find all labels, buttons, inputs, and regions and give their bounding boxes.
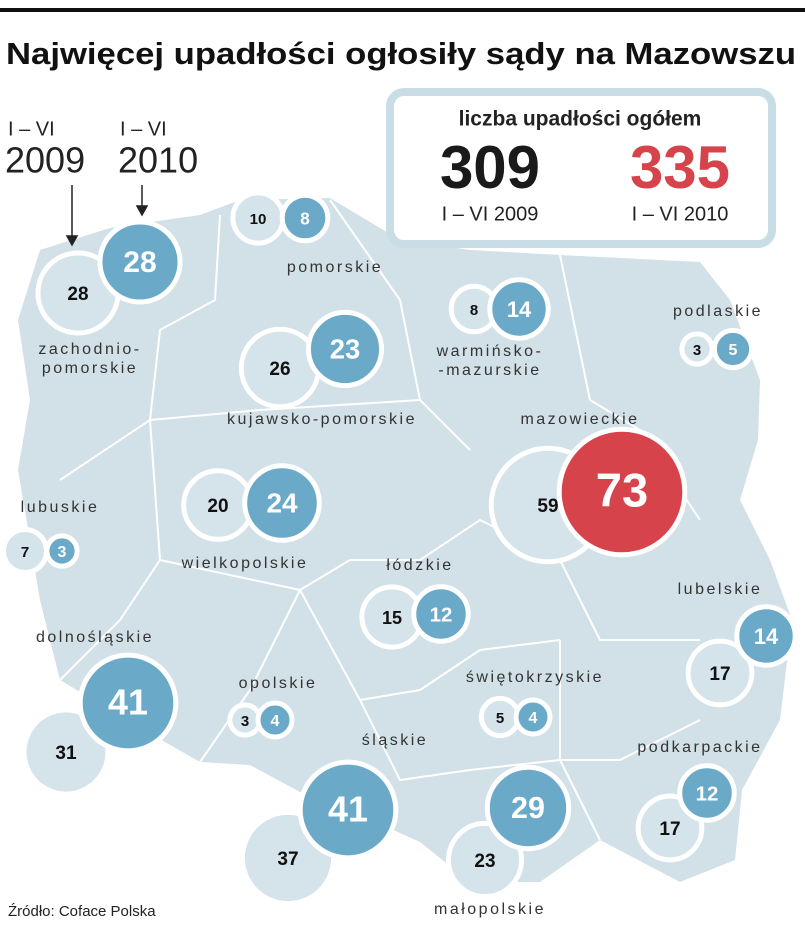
value-2010: 8 xyxy=(300,210,310,229)
value-2009: 59 xyxy=(537,496,558,517)
legend-period: I – VI xyxy=(8,118,55,140)
total-2009-label: I – VI 2009 xyxy=(442,203,539,225)
value-2009: 3 xyxy=(241,713,249,730)
bubble-2010 xyxy=(305,309,385,389)
bubble-2010 xyxy=(44,533,80,569)
bubble-2010 xyxy=(677,763,737,823)
value-2010: 24 xyxy=(266,487,298,518)
total-2010: 335 xyxy=(630,134,730,201)
value-2010: 12 xyxy=(696,783,719,805)
bubble-2010 xyxy=(255,700,295,740)
legend-year: 2009 xyxy=(5,140,85,181)
region-name: lubelskie xyxy=(678,581,763,598)
region-name: -mazurskie xyxy=(438,362,541,379)
value-2009: 10 xyxy=(250,211,267,228)
value-2010: 29 xyxy=(511,791,545,825)
bubble-2010 xyxy=(513,697,553,737)
map-outline xyxy=(18,198,792,882)
summary-heading: liczba upadłości ogółem xyxy=(459,108,702,131)
value-2009: 23 xyxy=(474,851,495,872)
value-2010: 4 xyxy=(271,713,280,730)
title: Najwięcej upadłości ogłosiły sądy na Maz… xyxy=(6,36,796,71)
value-2010: 3 xyxy=(58,544,67,561)
region-name: warmińsko- xyxy=(436,343,544,360)
bubble-2010 xyxy=(279,192,331,244)
region-name: wielkopolskie xyxy=(181,555,309,572)
value-2009: 28 xyxy=(67,284,88,305)
bubble-2010 xyxy=(556,426,688,558)
region-name: łódzkie xyxy=(386,557,453,574)
bubble-2010 xyxy=(734,604,798,668)
value-2009: 37 xyxy=(277,849,298,870)
value-2010: 5 xyxy=(729,342,738,359)
region-name: podlaskie xyxy=(673,303,763,320)
region-name: małopolskie xyxy=(434,901,546,918)
bubble-2010 xyxy=(487,277,551,341)
region-name: lubuskie xyxy=(21,499,100,516)
value-2009: 7 xyxy=(21,544,29,561)
region-name: pomorskie xyxy=(287,259,383,276)
summary-box xyxy=(386,88,776,248)
total-2009: 309 xyxy=(440,134,540,201)
value-2009: 5 xyxy=(496,710,504,727)
region-labels: zachodnio-pomorskie pomorskie warmińsko- -m… xyxy=(21,259,763,918)
top-rule xyxy=(0,8,805,12)
bubble-2010 xyxy=(484,764,572,852)
legend-arrows xyxy=(65,185,149,247)
total-2010-label: I – VI 2010 xyxy=(632,203,729,225)
region-name: kujawsko-pomorskie xyxy=(227,411,417,428)
source: Źródło: Coface Polska xyxy=(8,903,156,920)
region-borders xyxy=(59,199,701,841)
value-2009: 20 xyxy=(207,496,228,517)
bubble-2010 xyxy=(711,327,755,371)
value-2009: 31 xyxy=(55,743,77,764)
bubble-2010 xyxy=(411,584,471,644)
legend-period: I – VI xyxy=(120,118,167,140)
value-2009: 15 xyxy=(382,608,402,628)
value-2010: 73 xyxy=(596,463,648,516)
bubble-2009 xyxy=(685,638,755,708)
value-2010: 12 xyxy=(430,604,453,626)
bubble-2010 xyxy=(77,652,179,754)
region-name: opolskie xyxy=(239,675,318,692)
value-2009: 8 xyxy=(470,302,478,319)
value-2010: 14 xyxy=(754,624,779,649)
region-name: świętokrzyskie xyxy=(466,669,604,686)
value-2010: 4 xyxy=(529,710,538,727)
value-2010: 23 xyxy=(330,333,360,364)
region-name: podkarpackie xyxy=(637,739,762,756)
region-name: pomorskie xyxy=(42,360,138,377)
bubble-2010 xyxy=(242,463,322,543)
value-2009: 3 xyxy=(693,342,701,359)
value-2009: 26 xyxy=(269,359,290,380)
value-2009: 17 xyxy=(709,664,730,685)
legend-year: 2010 xyxy=(118,140,198,181)
bubble-2010 xyxy=(297,759,399,861)
region-name: śląskie xyxy=(362,732,428,749)
value-2009: 17 xyxy=(659,819,680,840)
bubble-2010 xyxy=(97,219,183,305)
region-name: mazowieckie xyxy=(520,411,639,428)
value-2010: 41 xyxy=(328,789,368,829)
region-name: dolnośląskie xyxy=(36,629,154,646)
region-name: zachodnio- xyxy=(38,341,141,358)
value-2010: 41 xyxy=(108,682,148,722)
value-2010: 28 xyxy=(123,246,156,279)
value-2010: 14 xyxy=(507,297,532,322)
